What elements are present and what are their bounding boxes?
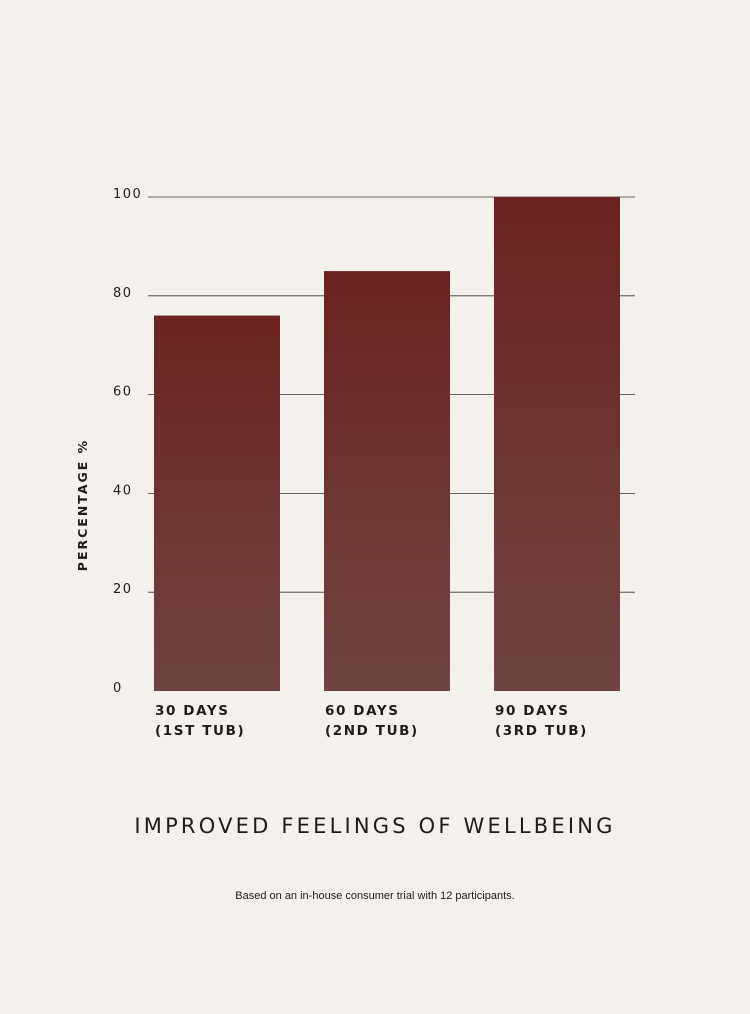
bar-1 [154, 315, 280, 691]
footnote: Based on an in-house consumer trial with… [235, 890, 515, 902]
chart-title: IMPROVED FEELINGS OF WELLBEING [134, 814, 616, 838]
x-tick-label-line2: (3RD TUB) [495, 723, 588, 739]
y-tick-label: 80 [113, 286, 133, 301]
y-tick-label: 60 [113, 385, 133, 400]
y-axis-title: PERCENTAGE % [75, 439, 90, 571]
bar-2 [324, 271, 450, 691]
bar-3 [494, 197, 620, 691]
y-tick-label: 40 [113, 483, 133, 498]
y-axis-ticks: 0 20 40 60 80 100 [113, 187, 142, 696]
x-tick-label-line2: (2ND TUB) [325, 723, 419, 739]
x-tick-label-line1: 60 DAYS [325, 703, 400, 719]
bar-chart: 0 20 40 60 80 100 30 DAYS (1ST TUB) 60 DAYS (2ND… [75, 187, 635, 739]
y-tick-label: 0 [113, 681, 123, 696]
x-axis-labels: 30 DAYS (1ST TUB) 60 DAYS (2ND TUB) 90 DAYS (… [155, 703, 588, 739]
x-tick-label-line1: 90 DAYS [495, 703, 570, 719]
bars [154, 197, 620, 691]
y-tick-label: 20 [113, 582, 133, 597]
x-tick-label-line1: 30 DAYS [155, 703, 230, 719]
y-tick-label: 100 [113, 187, 142, 202]
x-tick-label-line2: (1ST TUB) [155, 723, 245, 739]
